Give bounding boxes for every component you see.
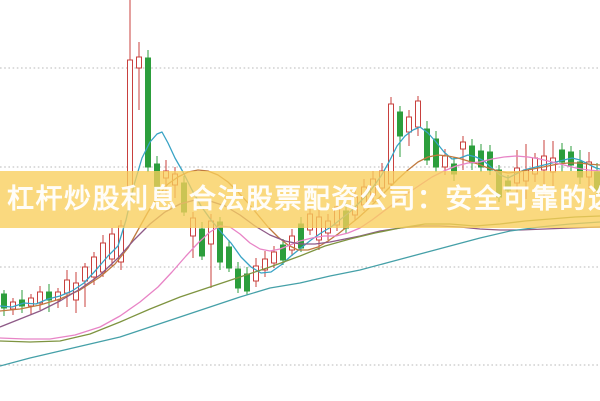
ma-slow-teal <box>0 221 600 367</box>
candle-body <box>487 151 493 171</box>
candle-body <box>127 59 133 188</box>
candle-body <box>541 155 547 171</box>
candle-body <box>406 116 412 133</box>
candle-body <box>64 279 70 294</box>
candle-body <box>433 138 439 168</box>
candle-body <box>280 244 286 261</box>
candle-body <box>109 233 115 260</box>
headline-banner: 杠杆炒股利息 合法股票配资公司：安全可靠的选择 <box>0 171 600 228</box>
candle-body <box>262 258 268 271</box>
candle-body <box>199 228 205 257</box>
candle-body <box>82 266 88 282</box>
headline-text: 杠杆炒股利息 合法股票配资公司：安全可靠的选择 <box>7 184 600 215</box>
candle-body <box>1 293 7 309</box>
candle-body <box>91 256 97 278</box>
candle-body <box>46 291 52 301</box>
candle-body <box>415 100 421 128</box>
candle-body <box>271 251 277 264</box>
candle-body <box>100 242 106 273</box>
candle-body <box>28 297 34 307</box>
candle-body <box>424 128 430 161</box>
ma-purple <box>0 199 600 328</box>
candle-body <box>559 149 565 163</box>
candle-body <box>397 111 403 137</box>
gridlines <box>0 67 600 366</box>
candle-body <box>460 141 466 150</box>
candles <box>1 0 600 316</box>
candle-body <box>244 273 250 292</box>
candle-body <box>253 265 259 282</box>
candle-body <box>226 246 232 269</box>
candle-body <box>145 57 151 168</box>
candle-body <box>469 145 475 164</box>
candle-body <box>442 155 448 168</box>
ma-pink <box>0 155 600 340</box>
candle-body <box>136 56 142 69</box>
